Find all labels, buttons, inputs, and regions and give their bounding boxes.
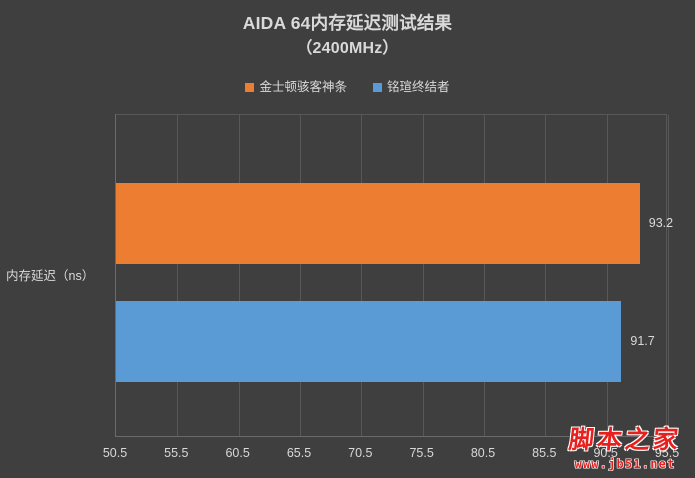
x-axis-tick-label: 85.5 [532, 446, 557, 460]
gridline [300, 115, 301, 436]
bar-value-label-2: 91.7 [630, 334, 655, 348]
legend-item-series-2[interactable]: 铭瑄终结者 [373, 80, 450, 94]
legend-item-series-1[interactable]: 金士顿骇客神条 [245, 80, 347, 94]
plot-area: 93.2 91.7 [115, 114, 673, 437]
chart-legend: 金士顿骇客神条 铭瑄终结者 [0, 80, 695, 94]
gridline [484, 115, 485, 436]
bar-value-label-1: 93.2 [648, 216, 674, 230]
x-axis-tick-label: 90.5 [593, 446, 618, 460]
chart-title: AIDA 64内存延迟测试结果 [242, 13, 453, 33]
x-axis-tick-label: 95.5 [654, 446, 680, 460]
x-axis-tick-label: 55.5 [164, 446, 189, 460]
x-axis-tick-label: 65.5 [286, 446, 312, 460]
gridline [606, 115, 608, 436]
legend-label: 金士顿骇客神条 [259, 80, 347, 94]
chart-subtitle: （2400MHz） [296, 40, 399, 57]
x-axis-tick-label: 50.5 [102, 446, 128, 460]
gridline [545, 115, 547, 436]
legend-swatch-icon [245, 82, 255, 92]
y-axis-label: 内存延迟（ns） [6, 269, 95, 283]
x-axis-tick-label: 75.5 [409, 446, 434, 460]
x-axis-tick-label: 80.5 [470, 446, 496, 460]
gridline [668, 115, 669, 436]
legend-label: 铭瑄终结者 [387, 80, 450, 94]
chart-title-block: AIDA 64内存延迟测试结果 （2400MHz） [0, 10, 695, 61]
gridline [238, 115, 240, 436]
bar-series-2[interactable] [116, 301, 622, 382]
gridline [422, 115, 424, 436]
x-axis-tick-label: 60.5 [225, 446, 250, 460]
legend-swatch-icon [373, 82, 382, 92]
gridline [361, 115, 363, 436]
bar-series-1[interactable] [116, 183, 640, 264]
gridline [177, 115, 179, 436]
x-axis-tick-label: 70.5 [348, 446, 373, 460]
